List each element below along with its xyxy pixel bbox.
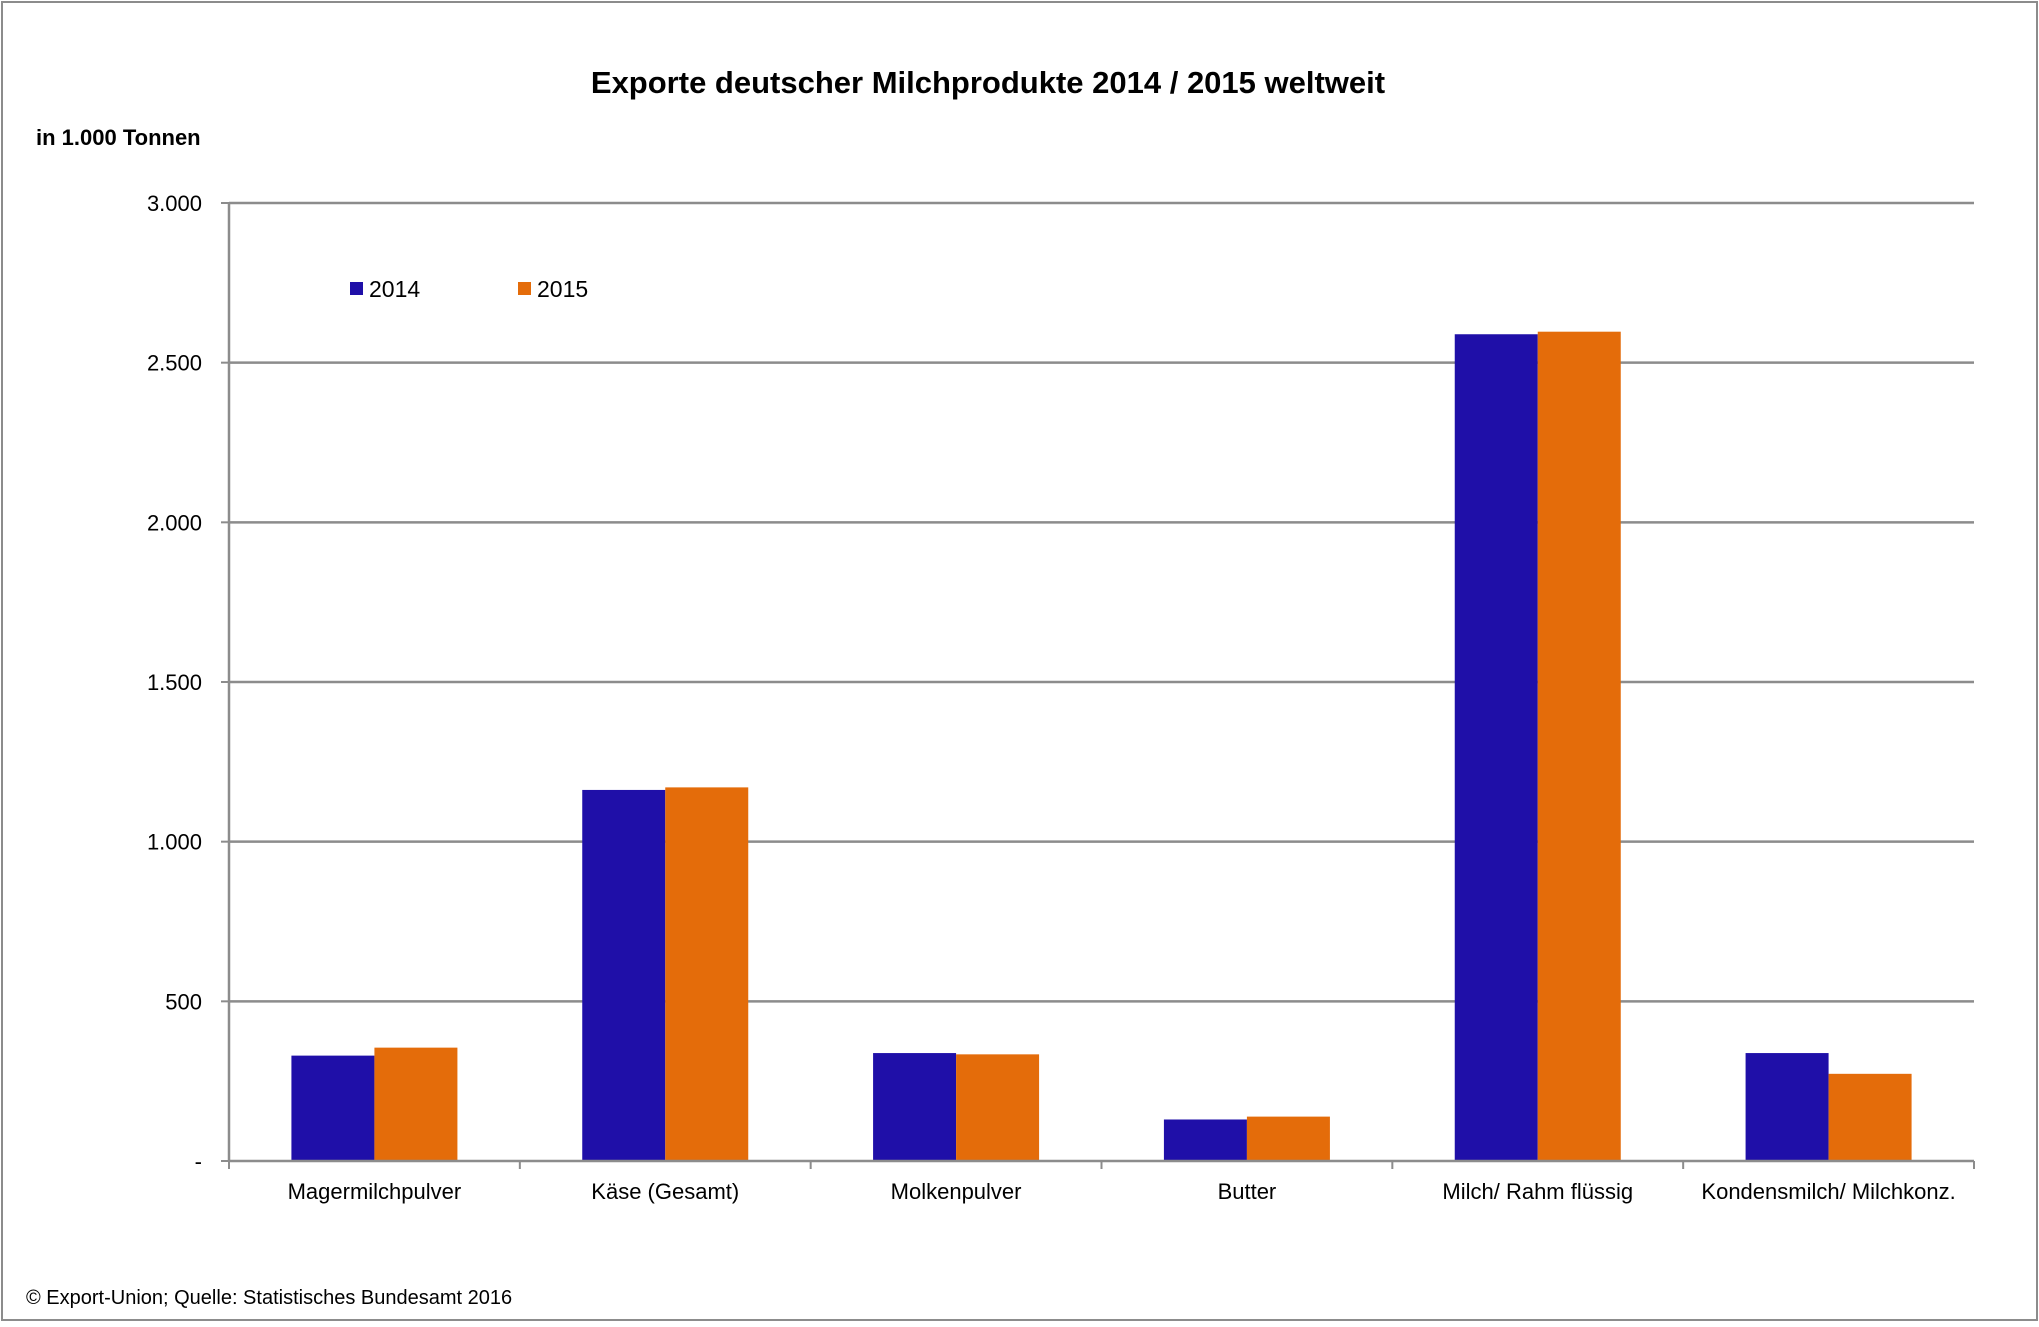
x-tick-label: Käse (Gesamt) bbox=[591, 1179, 739, 1204]
bar-2015 bbox=[374, 1047, 458, 1161]
legend-swatch bbox=[350, 282, 363, 295]
y-tick-label: 1.500 bbox=[147, 670, 202, 695]
source-note: © Export-Union; Quelle: Statistisches Bu… bbox=[26, 1287, 512, 1309]
bar-2014 bbox=[1163, 1119, 1247, 1161]
bar-2014 bbox=[1745, 1053, 1829, 1161]
bar-2014 bbox=[291, 1055, 375, 1161]
y-tick-label: 2.000 bbox=[147, 510, 202, 535]
bar-2015 bbox=[1537, 331, 1621, 1161]
x-tick-label: Milch/ Rahm flüssig bbox=[1442, 1179, 1633, 1204]
y-tick-label: - bbox=[195, 1149, 202, 1174]
y-axis-label: in 1.000 Tonnen bbox=[36, 125, 201, 150]
y-tick-label: 500 bbox=[165, 989, 202, 1014]
y-tick-label: 1.000 bbox=[147, 830, 202, 855]
bar-2015 bbox=[665, 787, 749, 1161]
bar-2014 bbox=[1454, 334, 1538, 1162]
bar-2015 bbox=[956, 1054, 1040, 1161]
bar-2015 bbox=[1246, 1116, 1330, 1161]
x-tick-label: Kondensmilch/ Milchkonz. bbox=[1701, 1179, 1955, 1204]
bar-2014 bbox=[582, 789, 666, 1161]
legend-label: 2014 bbox=[369, 276, 420, 302]
legend-swatch bbox=[518, 282, 531, 295]
bar-2015 bbox=[1828, 1073, 1912, 1161]
x-tick-label: Butter bbox=[1218, 1179, 1277, 1204]
y-tick-label: 3.000 bbox=[147, 191, 202, 216]
x-tick-label: Magermilchpulver bbox=[288, 1179, 462, 1204]
y-tick-label: 2.500 bbox=[147, 351, 202, 376]
chart-title: Exporte deutscher Milchprodukte 2014 / 2… bbox=[591, 65, 1385, 100]
legend-label: 2015 bbox=[537, 276, 588, 302]
bar-2014 bbox=[873, 1053, 957, 1161]
x-tick-label: Molkenpulver bbox=[891, 1179, 1022, 1204]
